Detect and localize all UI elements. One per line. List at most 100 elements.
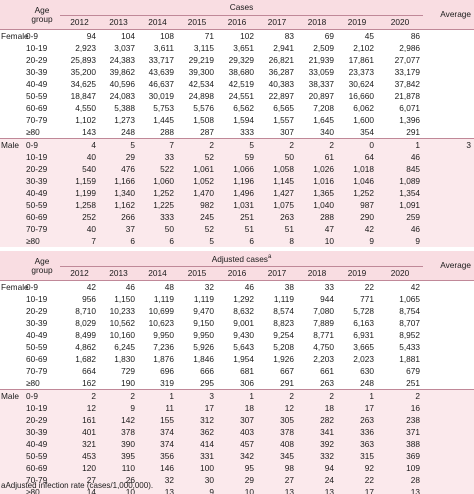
age-group-cell: 10-19 (26, 42, 48, 53)
value-cell: 6,163 (353, 317, 374, 328)
value-cell: 1,682 (75, 353, 96, 364)
value-cell: 4 (60, 138, 99, 151)
value-cell: 39,300 (188, 66, 214, 77)
age-group-cell: 10-19 (24, 151, 60, 163)
value-cell: 1,645 (313, 114, 334, 125)
age-group-cell: ≥80 (24, 235, 60, 247)
value-cell: 696 (160, 365, 174, 376)
value-cell: 12 (257, 402, 297, 414)
table-row: 30-39 1,159 1,166 1,060 1,052 1,196 1,145 1,016… (0, 175, 474, 187)
value-cell: 1,292 (233, 293, 254, 304)
value-cell: 5 (217, 138, 257, 151)
age-group-cell: 70-79 (26, 114, 48, 125)
value-cell: 333 (240, 126, 254, 137)
value-cell: 248 (121, 126, 135, 137)
value-cell: 33,059 (308, 66, 334, 77)
age-group-cell: ≥80 (26, 377, 40, 388)
value-cell: 16,660 (348, 90, 374, 101)
value-cell: 1,102 (75, 114, 96, 125)
year-header: 2013 (99, 15, 138, 30)
value-cell: 22,897 (268, 90, 294, 101)
value-cell: 13 (297, 486, 337, 494)
value-cell: 2 (60, 389, 99, 402)
value-cell: 36,287 (268, 66, 294, 77)
value-cell: 1,926 (273, 353, 294, 364)
average-cell (423, 42, 474, 54)
value-cell: 26,821 (268, 54, 294, 65)
age-group-header-line2: group (31, 264, 53, 275)
sex-group-label (0, 187, 24, 199)
adjusted-cases-header: Adjusted casesa (60, 251, 423, 267)
age-group-cell: 30-39 (24, 426, 60, 438)
value-cell: 9,150 (193, 317, 214, 328)
average-cell (423, 293, 474, 305)
value-cell: 1,065 (399, 293, 420, 304)
value-cell: 146 (138, 462, 177, 474)
value-cell: 17 (337, 402, 377, 414)
value-cell: 10,562 (109, 317, 135, 328)
value-cell: 263 (320, 377, 334, 388)
value-cell: 46 (377, 151, 424, 163)
age-group-cell: 50-59 (26, 341, 48, 352)
average-cell (423, 90, 474, 102)
value-cell: 305 (257, 414, 297, 426)
value-cell: 1,119 (193, 293, 214, 304)
value-cell: 661 (320, 365, 334, 376)
years-row: 2012 2013 2014 2015 2016 2017 2018 2019 2020 (0, 266, 474, 281)
value-cell: 7,208 (313, 102, 334, 113)
value-cell: 1,594 (233, 114, 254, 125)
value-cell: 3,651 (233, 42, 254, 53)
value-cell: 2 (99, 389, 138, 402)
value-cell: 321 (60, 438, 99, 450)
year-header: 2012 (60, 15, 99, 30)
value-cell: 290 (337, 211, 377, 223)
value-cell: 33,717 (148, 54, 174, 65)
value-cell: 1,166 (99, 175, 138, 187)
value-cell: 13 (138, 486, 177, 494)
value-cell: 2 (257, 389, 297, 402)
sex-group-label (0, 329, 24, 341)
value-cell: 46,637 (148, 78, 174, 89)
value-cell: 38,337 (308, 78, 334, 89)
table-row: 70-79 27 26 32 30 29 27 24 22 28 (0, 474, 474, 486)
sex-group-label (0, 151, 24, 163)
value-cell: 1,954 (233, 353, 254, 364)
age-group-cell: 70-79 (24, 223, 60, 235)
value-cell: 2,509 (313, 42, 334, 53)
year-header: 2018 (297, 15, 337, 30)
table-row: 30-39 401 378 374 362 403 378 341 336 371 (0, 426, 474, 438)
value-cell: 681 (240, 365, 254, 376)
value-cell: 345 (257, 450, 297, 462)
age-group-cell: 40-49 (24, 187, 60, 199)
cases-header: Cases (60, 0, 424, 16)
value-cell: 1,058 (257, 163, 297, 175)
value-cell: 1,252 (138, 187, 177, 199)
average-cell (423, 486, 474, 494)
value-cell: 2 (377, 389, 423, 402)
value-cell: 155 (138, 414, 177, 426)
value-cell: 1,061 (177, 163, 217, 175)
value-cell: 110 (99, 462, 138, 474)
age-group-cell: 0-9 (24, 29, 60, 42)
adjusted-cases-title: Adjusted cases (211, 253, 268, 264)
sex-group-label (0, 402, 24, 414)
sex-group-label: Male (0, 138, 24, 151)
value-cell: 45 (337, 29, 377, 42)
value-cell: 27,077 (394, 54, 421, 65)
value-cell: 5 (99, 138, 138, 151)
value-cell: 522 (138, 163, 177, 175)
value-cell: 9,001 (233, 317, 254, 328)
group-header-cell (0, 15, 24, 30)
value-cell: 18 (217, 402, 257, 414)
value-cell: 401 (60, 426, 99, 438)
value-cell: 32 (177, 280, 217, 293)
table-row: 10-19 2,923 3,037 3,611 3,115 3,651 2,941 2,509… (0, 42, 474, 54)
value-cell: 37 (99, 223, 138, 235)
cases-table: Age group Cases Average 2012 2013 2014 2015 2016… (0, 0, 474, 247)
value-cell: 5,753 (153, 102, 174, 113)
sex-group-label (0, 163, 24, 175)
value-cell: 1,159 (60, 175, 99, 187)
age-group-cell: ≥80 (24, 486, 60, 494)
value-cell: 42,519 (228, 78, 254, 89)
